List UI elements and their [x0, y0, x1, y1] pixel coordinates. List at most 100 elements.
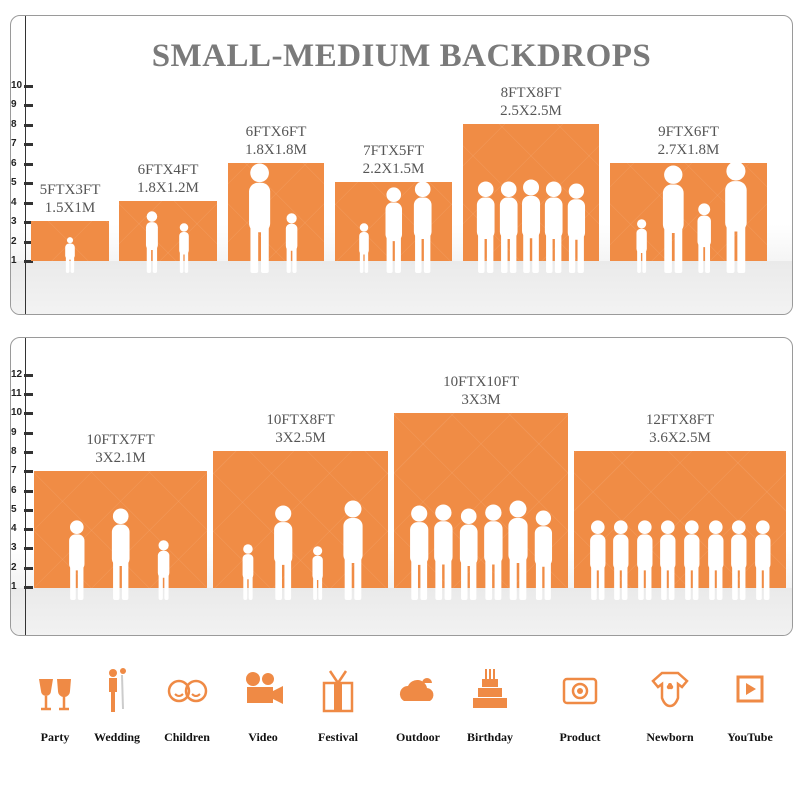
usage-label: Product — [559, 730, 601, 744]
ruler-tick: 1 — [11, 581, 41, 597]
ruler-tick: 11 — [11, 388, 41, 404]
ruler-tick: 12 — [11, 369, 41, 385]
size-feet: 12FTX8FT — [645, 412, 715, 428]
tick-label: 6 — [11, 484, 17, 496]
play-button-icon — [736, 675, 764, 703]
tick-label: 4 — [11, 523, 17, 535]
backdrop-size-label: 10FTX10FT 3X3M — [381, 373, 581, 409]
tick-label: 4 — [11, 196, 17, 208]
usage-video: Video — [223, 665, 303, 744]
tick-label: 8 — [11, 445, 17, 457]
tick-label: 3 — [11, 216, 17, 227]
usage-outdoor: Outdoor — [378, 665, 458, 744]
tick-label: 5 — [11, 503, 17, 515]
usage-label: Newborn — [646, 730, 694, 744]
tick-label: 8 — [11, 118, 17, 130]
ruler-tick: 9 — [11, 427, 41, 443]
tick-label: 5 — [11, 177, 17, 188]
backdrop-size-label: 12FTX8FT 3.6X2.5M — [580, 411, 780, 447]
size-meters: 2.7X1.8M — [657, 142, 720, 158]
size-feet: 9FTX6FT — [658, 124, 719, 140]
size-meters: 3X2.1M — [95, 450, 146, 466]
backdrop-size-label: 10FTX8FT 3X2.5M — [201, 411, 401, 447]
usage-label: YouTube — [727, 730, 773, 744]
size-meters: 2.2X1.5M — [362, 161, 425, 177]
backdrop-size-label: 8FTX8FT 2.5X2.5M — [431, 84, 631, 120]
usage-label: Children — [164, 730, 210, 744]
ruler-tick: 3 — [11, 216, 41, 232]
size-feet: 10FTX8FT — [266, 412, 335, 428]
ruler-tick: 5 — [11, 177, 41, 193]
usage-product: Product — [540, 665, 620, 744]
ruler-tick: 5 — [11, 504, 41, 520]
ruler-tick: 7 — [11, 465, 41, 481]
backdrop-12ftx8ft — [574, 451, 786, 588]
gift-box-icon — [322, 670, 354, 713]
size-meters: 1.8X1.2M — [137, 180, 199, 196]
usage-party: Party — [15, 665, 95, 744]
usage-birthday: Birthday — [450, 665, 530, 744]
size-meters: 1.8X1.8M — [245, 142, 307, 158]
tick-label: 2 — [11, 235, 17, 247]
medium-backdrops-panel: 1 2 3 4 5 6 7 8 9 10 11 12 10FTX7FT 3X2.1M 10FTX8FT 3… — [10, 337, 793, 636]
tick-label: 9 — [11, 99, 17, 110]
backdrop-size-label: 10FTX7FT 3X2.1M — [21, 431, 221, 467]
usage-icons-row: Party Wedding Children Video Festival Outdoor… — [0, 665, 800, 755]
ruler-tick: 10 — [11, 407, 41, 423]
tick-label: 1 — [11, 255, 17, 266]
usage-label: Outdoor — [395, 730, 440, 744]
ruler-tick: 2 — [11, 562, 41, 578]
ruler-tick: 9 — [11, 99, 41, 115]
page-title: SMALL-MEDIUM BACKDROPS — [151, 38, 652, 74]
usage-label: Video — [248, 730, 278, 744]
camera-icon — [562, 677, 598, 705]
ruler-tick: 4 — [11, 523, 41, 539]
size-feet: 7FTX5FT — [363, 143, 424, 159]
size-meters: 3.6X2.5M — [649, 430, 711, 446]
backdrop-8ftx8ft — [463, 124, 599, 261]
size-feet: 10FTX7FT — [86, 432, 155, 448]
height-ruler: 1 2 3 4 5 6 7 8 9 10 11 12 — [11, 338, 41, 635]
backdrop-10ftx10ft — [394, 413, 568, 588]
size-feet: 6FTX4FT — [137, 162, 199, 178]
ruler-tick: 4 — [11, 197, 41, 213]
ruler-tick: 1 — [11, 255, 41, 271]
ruler-tick: 6 — [11, 158, 41, 174]
size-feet: 6FTX6FT — [245, 124, 307, 140]
birthday-cake-icon — [473, 669, 507, 708]
backdrop-10ftx7ft — [34, 471, 207, 588]
usage-festival: Festival — [298, 665, 378, 744]
ruler-tick: 8 — [11, 446, 41, 462]
film-camera-icon — [246, 672, 283, 704]
backdrop-10ftx8ft — [213, 451, 388, 588]
ruler-tick: 3 — [11, 542, 41, 558]
ruler-tick: 2 — [11, 236, 41, 252]
backdrop-size-label: 7FTX5FT 2.2X1.5M — [294, 142, 494, 178]
ruler-tick: 7 — [11, 138, 41, 154]
usage-newborn: Newborn — [630, 665, 710, 744]
small-backdrops-panel: SMALL-MEDIUM BACKDROPS 1 2 3 4 5 6 7 8 9 10 5FTX3… — [10, 15, 793, 315]
usage-youtube: YouTube — [710, 665, 790, 744]
usage-label: Birthday — [466, 730, 513, 744]
backdrop-size-label: 9FTX6FT 2.7X1.8M — [589, 123, 789, 159]
usage-wedding: Wedding — [77, 665, 157, 744]
children-faces-icon — [167, 679, 208, 703]
tick-label: 6 — [11, 157, 17, 169]
tick-label: 7 — [11, 465, 17, 477]
ruler-tick: 8 — [11, 119, 41, 135]
backdrop-7ftx5ft — [335, 182, 452, 261]
backdrop-6ftx4ft — [119, 201, 217, 261]
size-meters: 1.5X1M — [44, 200, 96, 216]
tick-label: 12 — [11, 368, 23, 380]
size-feet: 10FTX10FT — [443, 374, 519, 390]
size-meters: 3X2.5M — [275, 430, 326, 446]
size-feet: 8FTX8FT — [500, 85, 562, 101]
tick-label: 1 — [11, 581, 17, 592]
backdrop-size-label: 6FTX4FT 1.8X1.2M — [68, 161, 268, 197]
tick-label: 9 — [11, 426, 17, 438]
ruler-tick: 10 — [11, 80, 41, 96]
floor — [11, 588, 792, 635]
backdrop-6ftx6ft — [228, 163, 324, 261]
size-meters: 2.5X2.5M — [500, 103, 562, 119]
tick-label: 10 — [11, 79, 23, 91]
